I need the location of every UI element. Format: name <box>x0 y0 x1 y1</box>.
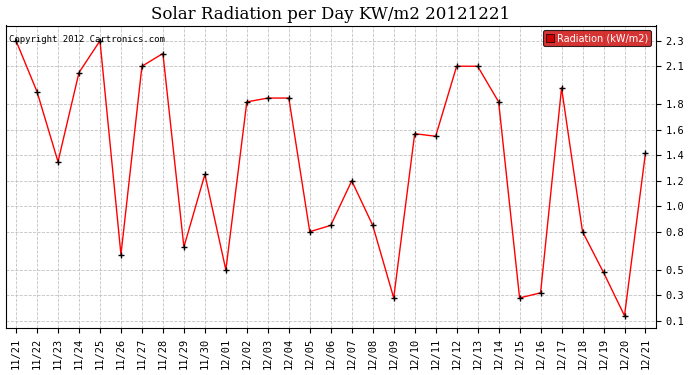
Text: Copyright 2012 Cartronics.com: Copyright 2012 Cartronics.com <box>9 34 165 44</box>
Title: Solar Radiation per Day KW/m2 20121221: Solar Radiation per Day KW/m2 20121221 <box>151 6 511 22</box>
Legend: Radiation (kW/m2): Radiation (kW/m2) <box>543 30 651 46</box>
